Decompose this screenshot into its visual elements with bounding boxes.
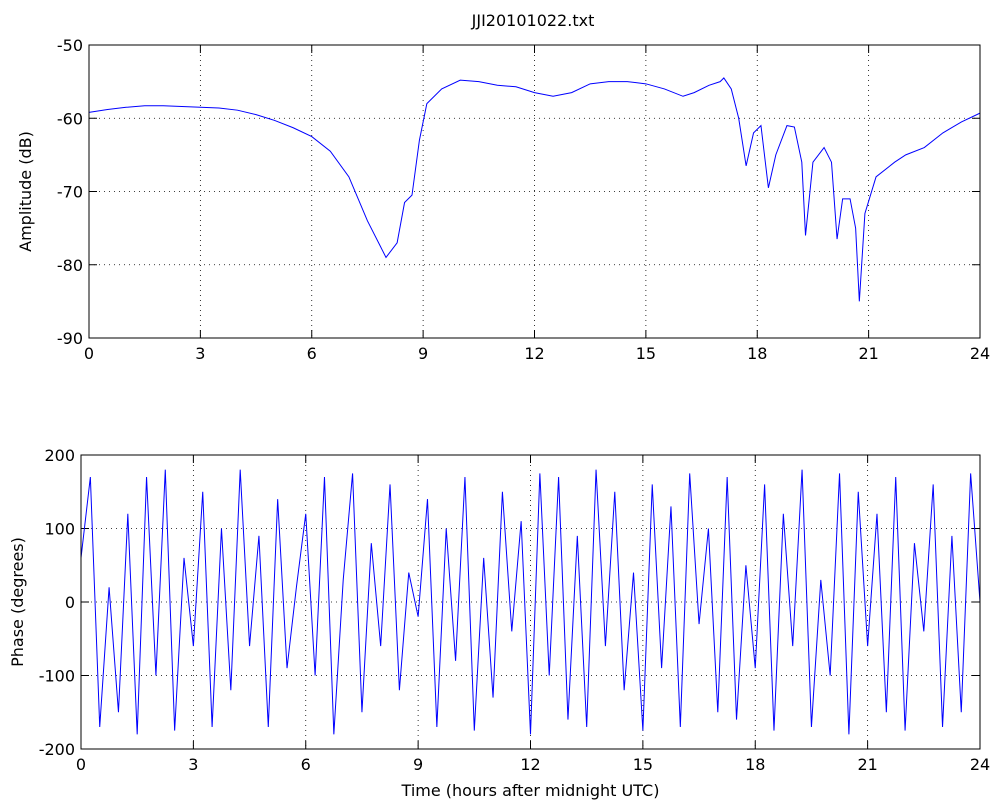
x-tick-label: 0 [76, 755, 86, 774]
x-tick-label: 24 [970, 344, 990, 363]
data-line [80, 469, 981, 735]
x-tick-label: 9 [413, 755, 423, 774]
y-tick-label: -100 [39, 667, 75, 686]
x-tick-label: 24 [970, 755, 990, 774]
x-tick-label: 6 [307, 344, 317, 363]
y-tick-label: -90 [57, 329, 83, 348]
axes-box [88, 44, 981, 339]
y-tick-label: -80 [57, 256, 83, 275]
x-tick-label: 21 [857, 755, 877, 774]
x-tick-label: 12 [524, 344, 544, 363]
y-tick-label: 0 [65, 593, 75, 612]
x-tick-label: 6 [301, 755, 311, 774]
x-tick-label: 15 [633, 755, 653, 774]
y-tick-label: -60 [57, 109, 83, 128]
y-tick-label: 200 [44, 446, 75, 465]
y-axis-label: Phase (degrees) [8, 537, 27, 667]
y-axis-label: Amplitude (dB) [16, 131, 35, 252]
x-tick-label: 0 [84, 344, 94, 363]
x-tick-label: 12 [520, 755, 540, 774]
axes-box [80, 454, 981, 750]
y-tick-label: -50 [57, 36, 83, 55]
y-tick-label: -70 [57, 183, 83, 202]
chart-title: JJI20101022.txt [471, 11, 595, 30]
x-tick-label: 3 [188, 755, 198, 774]
x-tick-label: 15 [636, 344, 656, 363]
x-tick-label: 3 [195, 344, 205, 363]
x-tick-label: 18 [747, 344, 767, 363]
y-tick-label: 100 [44, 520, 75, 539]
y-tick-label: -200 [39, 740, 75, 759]
data-line [88, 77, 981, 302]
x-tick-label: 18 [745, 755, 765, 774]
x-axis-label: Time (hours after midnight UTC) [401, 781, 660, 800]
x-tick-label: 9 [418, 344, 428, 363]
x-tick-label: 21 [858, 344, 878, 363]
